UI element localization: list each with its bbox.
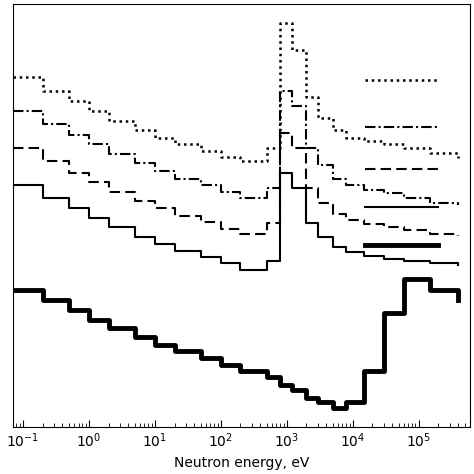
X-axis label: Neutron energy, eV: Neutron energy, eV [173, 456, 309, 470]
